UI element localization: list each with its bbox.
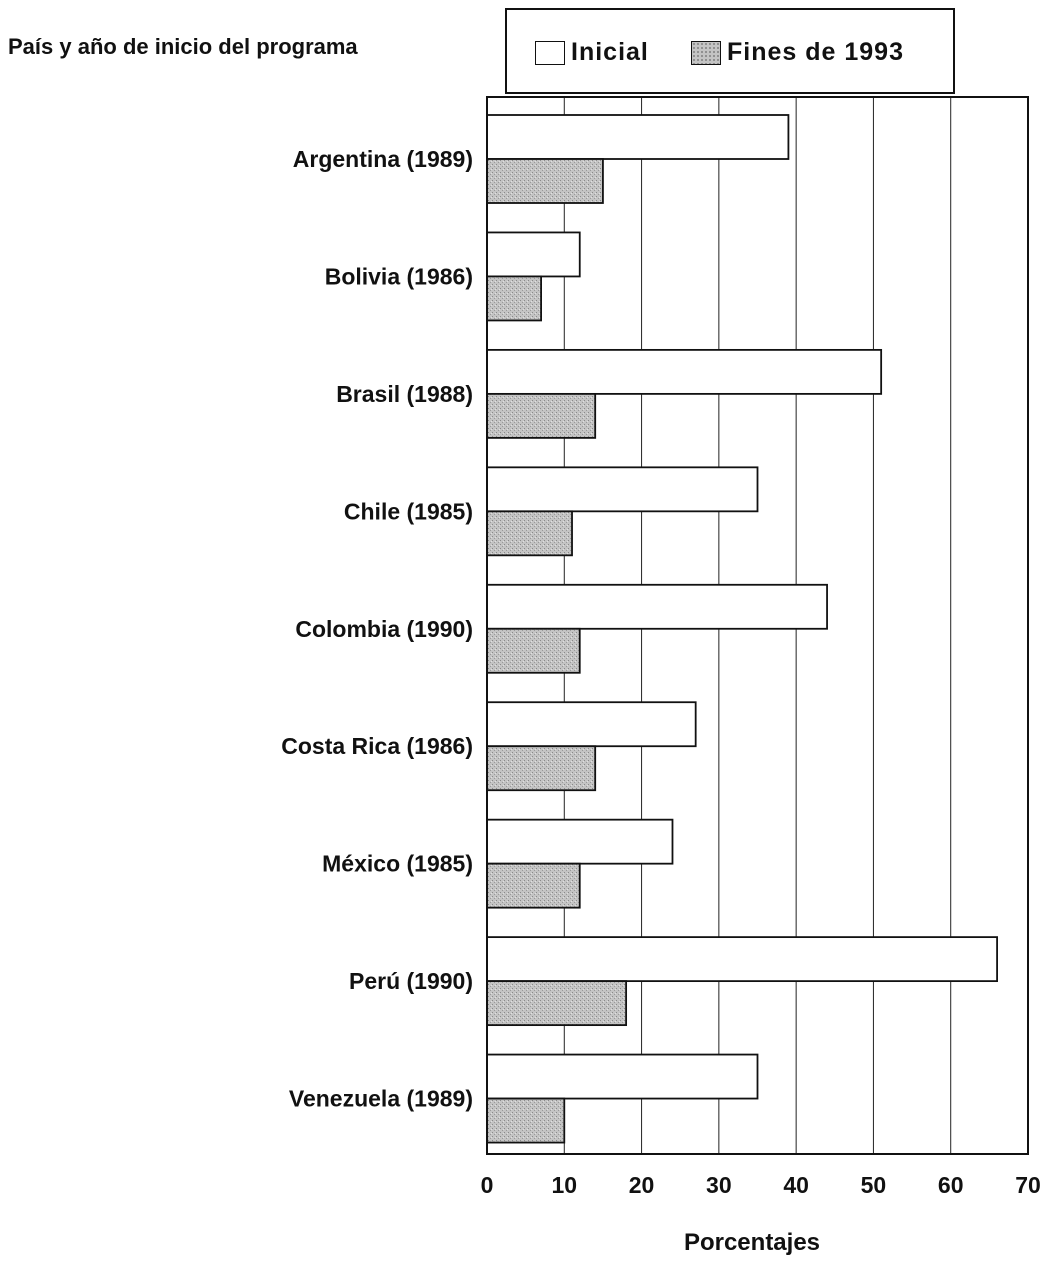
category-label-7: México (1985) (322, 851, 473, 877)
plot-border (486, 96, 1029, 1155)
x-tick-labels: 0 10 20 30 40 50 60 70 (481, 1172, 1041, 1198)
bar-final-2 (486, 275, 542, 322)
bar-final-8 (486, 980, 628, 1027)
bar-initial-2 (486, 231, 581, 278)
bars (486, 114, 998, 1144)
bar-final-1 (486, 158, 604, 204)
category-label-8: Perú (1990) (349, 968, 473, 994)
x-tick-label-50: 50 (861, 1172, 887, 1198)
category-label-2: Bolivia (1986) (325, 263, 473, 289)
category-label-5: Colombia (1990) (295, 616, 473, 642)
bar-final-4 (486, 510, 573, 557)
category-label-1: Argentina (1989) (293, 146, 473, 172)
bar-initial-3 (486, 348, 883, 395)
x-tick-label-60: 60 (938, 1172, 964, 1198)
legend-swatch-initial (535, 40, 565, 65)
category-label-4: Chile (1985) (344, 498, 473, 524)
category-label-9: Venezuela (1989) (289, 1086, 473, 1112)
bar-initial-1 (486, 114, 790, 160)
legend-label-initial: Inicial (571, 38, 649, 66)
bar-final-6 (486, 745, 597, 792)
category-label-3: Brasil (1988) (336, 381, 473, 407)
legend-swatch-final (691, 40, 721, 65)
x-tick-label-0: 0 (481, 1172, 494, 1198)
bar-initial-7 (486, 818, 674, 865)
bar-final-9 (486, 1097, 566, 1144)
category-labels: Argentina (1989) Bolivia (1986) Brasil (19… (281, 146, 473, 1112)
bar-initial-5 (486, 583, 828, 630)
chart-legend: Inicial Fines de 1993 (505, 8, 955, 94)
x-tick-label-70: 70 (1015, 1172, 1041, 1198)
bar-final-7 (486, 862, 581, 909)
x-axis-label: Porcentajes (684, 1229, 820, 1256)
category-axis-header: País y año de inicio del programa (8, 34, 358, 59)
legend-item-final: Fines de 1993 (691, 38, 904, 67)
plot-frame (486, 96, 1029, 1155)
bar-initial-4 (486, 466, 759, 513)
legend-item-initial: Inicial (535, 38, 649, 67)
category-label-6: Costa Rica (1986) (281, 733, 473, 759)
bar-initial-9 (486, 1053, 759, 1100)
x-tick-label-30: 30 (706, 1172, 732, 1198)
legend-label-final: Fines de 1993 (727, 38, 904, 66)
x-tick-label-20: 20 (629, 1172, 655, 1198)
bar-initial-8 (486, 936, 998, 983)
x-tick-label-10: 10 (551, 1172, 577, 1198)
x-tick-label-40: 40 (783, 1172, 809, 1198)
bar-final-5 (486, 627, 581, 674)
bar-initial-6 (486, 701, 697, 748)
bar-final-3 (486, 392, 597, 439)
